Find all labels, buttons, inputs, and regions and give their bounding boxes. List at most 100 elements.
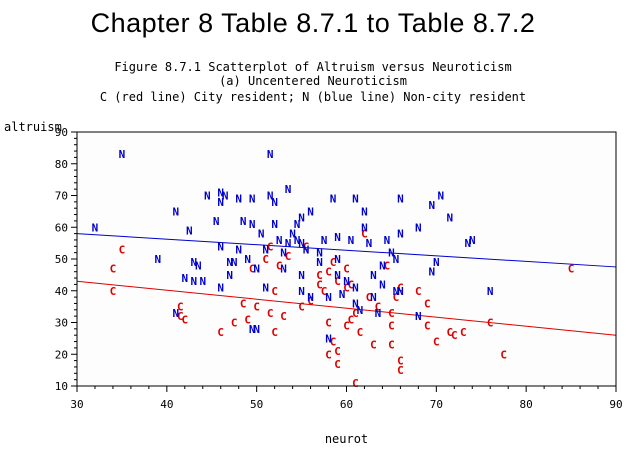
point-c: C [487, 317, 494, 330]
point-c: C [357, 326, 364, 339]
point-c: C [307, 294, 314, 307]
point-n: N [298, 285, 305, 298]
point-n: N [464, 237, 471, 250]
point-c: C [217, 326, 224, 339]
point-c: C [110, 285, 117, 298]
main-title: Chapter 8 Table 8.7.1 to Table 8.7.2 [90, 8, 536, 38]
point-c: C [330, 336, 337, 349]
point-c: C [424, 297, 431, 310]
x-tick-label: 80 [520, 398, 533, 411]
point-c: C [433, 336, 440, 349]
point-c: C [388, 320, 395, 333]
point-c: C [276, 259, 283, 272]
point-n: N [339, 288, 346, 301]
point-n: N [429, 266, 436, 279]
point-n: N [213, 215, 220, 228]
point-n: N [267, 190, 274, 203]
y-tick-label: 50 [55, 253, 68, 266]
point-n: N [334, 269, 341, 282]
point-n: N [155, 253, 162, 266]
point-c: C [181, 313, 188, 326]
point-c: C [397, 282, 404, 295]
point-n: N [446, 212, 453, 225]
x-axis-label: neurot [325, 432, 368, 446]
point-n: N [217, 186, 224, 199]
point-c: C [267, 307, 274, 320]
point-c: C [253, 301, 260, 314]
point-c: C [325, 317, 332, 330]
point-n: N [397, 228, 404, 241]
point-c: C [343, 282, 350, 295]
point-n: N [415, 310, 422, 323]
point-c: C [352, 307, 359, 320]
point-c: C [249, 263, 256, 276]
point-c: C [240, 297, 247, 310]
point-n: N [235, 193, 242, 206]
point-c: C [397, 355, 404, 368]
point-n: N [195, 259, 202, 272]
point-n: N [190, 275, 197, 288]
y-tick-label: 90 [55, 126, 68, 139]
point-n: N [285, 183, 292, 196]
point-n: N [357, 304, 364, 317]
point-n: N [361, 205, 368, 218]
point-n: N [249, 323, 256, 336]
point-n: N [298, 212, 305, 225]
point-n: N [307, 291, 314, 304]
point-n: N [190, 256, 197, 269]
point-c: C [280, 310, 287, 323]
y-tick-label: 10 [55, 380, 68, 393]
point-n: N [348, 234, 355, 247]
point-n: N [231, 256, 238, 269]
point-c: C [393, 291, 400, 304]
point-n: N [352, 297, 359, 310]
point-n: N [276, 234, 283, 247]
point-c: C [334, 358, 341, 371]
point-n: N [415, 221, 422, 234]
x-tick-label: 70 [430, 398, 443, 411]
point-c: C [451, 329, 458, 342]
point-c: C [285, 250, 292, 263]
point-n: N [240, 215, 247, 228]
fit-lines [76, 233, 617, 336]
point-n: N [433, 256, 440, 269]
point-n: N [249, 218, 256, 231]
x-tick-label: 40 [160, 398, 173, 411]
point-n: N [199, 275, 206, 288]
point-n: N [307, 205, 314, 218]
point-n: N [285, 237, 292, 250]
point-n: N [361, 221, 368, 234]
panel-subtitle: (a) Uncentered Neuroticism [219, 74, 407, 88]
point-n: N [204, 190, 211, 203]
point-n: N [298, 269, 305, 282]
point-c: C [271, 285, 278, 298]
point-c: C [262, 253, 269, 266]
point-n: N [366, 237, 373, 250]
y-tick-label: 70 [55, 190, 68, 203]
point-c: C [348, 278, 355, 291]
point-c: C [110, 263, 117, 276]
point-c: C [424, 320, 431, 333]
point-c: C [316, 269, 323, 282]
point-n: N [370, 269, 377, 282]
point-n: N [303, 243, 310, 256]
point-c: C [119, 243, 126, 256]
point-c: C [366, 291, 373, 304]
x-tick-label: 50 [250, 398, 263, 411]
point-c: C [500, 348, 507, 361]
point-c: C [370, 339, 377, 352]
y-tick-label: 80 [55, 158, 68, 171]
point-n: N [217, 282, 224, 295]
point-n: N [334, 253, 341, 266]
point-n: N [217, 240, 224, 253]
point-c: C [334, 345, 341, 358]
point-n: N [397, 285, 404, 298]
figure-subtitle: Figure 8.7.1 Scatterplot of Altruism ver… [114, 60, 512, 74]
point-n: N [325, 291, 332, 304]
point-n: N [271, 196, 278, 209]
point-n: N [487, 285, 494, 298]
point-c: C [352, 377, 359, 390]
point-n: N [280, 247, 287, 260]
